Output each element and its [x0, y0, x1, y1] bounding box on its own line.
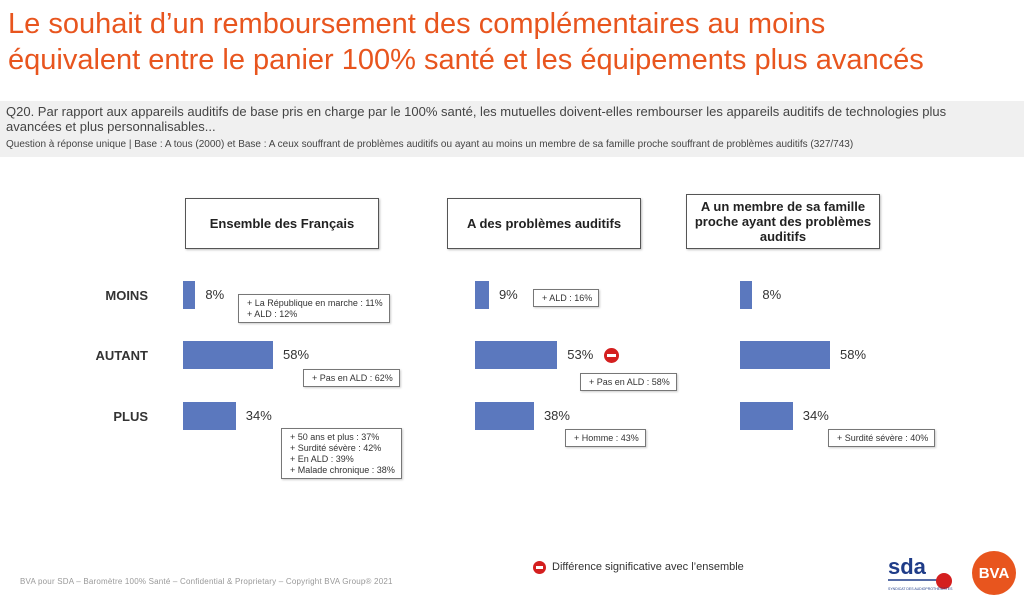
- sda-logo-text: sda: [888, 554, 927, 579]
- bar-1-moins: [183, 281, 196, 309]
- value-label-3-autant: 58%: [840, 347, 867, 362]
- row-label-autant: AUTANT: [95, 348, 148, 363]
- value-label-2-moins: 9%: [498, 287, 518, 302]
- note-box-1-moins: + La République en marche : 11% + ALD : 1…: [238, 294, 390, 323]
- sda-logo-subtitle: SYNDICAT DES AUDIOPROTHÉSISTES: [888, 586, 953, 591]
- question-text: Q20. Par rapport aux appareils auditifs …: [6, 104, 947, 134]
- row-label-plus: PLUS: [113, 409, 148, 424]
- bva-logo-text: BVA: [978, 564, 1010, 582]
- note-box-2-moins: + ALD : 16%: [533, 289, 600, 307]
- bar-1-plus: [183, 402, 236, 430]
- bar-2-plus: [475, 402, 534, 430]
- note-line: + La République en marche : 11%: [247, 298, 383, 308]
- note-line: + ALD : 12%: [247, 309, 298, 319]
- note-line: + Pas en ALD : 58%: [589, 377, 670, 387]
- title-line-1: Le souhait d’un remboursement des complé…: [8, 8, 826, 40]
- value-label-2-plus: 38%: [543, 408, 570, 423]
- note-line: + Malade chronique : 38%: [290, 465, 395, 475]
- note-line: + Surdité sévère : 42%: [290, 443, 382, 453]
- note-box-3-plus: + Surdité sévère : 40%: [828, 429, 936, 447]
- significance-legend: Différence significative avec l’ensemble: [552, 561, 744, 573]
- note-line: + En ALD : 39%: [290, 454, 354, 464]
- row-label-moins: MOINS: [105, 288, 148, 303]
- slide-title: Le souhait d’un remboursement des complé…: [8, 6, 1008, 78]
- note-line: + Surdité sévère : 40%: [837, 433, 929, 443]
- title-line-2: équivalent entre le panier 100% santé et…: [8, 44, 924, 76]
- bva-logo: BVA: [972, 551, 1016, 595]
- value-label-1-moins: 8%: [205, 287, 225, 302]
- value-label-2-autant: 53%: [567, 347, 594, 362]
- sda-logo: sda SYNDICAT DES AUDIOPROTHÉSISTES: [888, 554, 953, 591]
- question-base: Question à réponse unique | Base : A tou…: [6, 139, 854, 150]
- note-line: + 50 ans et plus : 37%: [290, 432, 380, 442]
- note-line: + ALD : 16%: [542, 293, 593, 303]
- bar-1-autant: [183, 341, 273, 369]
- value-label-3-plus: 34%: [802, 408, 829, 423]
- note-box-1-autant: + Pas en ALD : 62%: [303, 369, 400, 387]
- group-header-3: A un membre de sa famille proche ayant d…: [686, 194, 880, 249]
- note-box-2-autant: + Pas en ALD : 58%: [580, 373, 677, 391]
- note-line: + Pas en ALD : 62%: [312, 373, 393, 383]
- note-box-2-plus: + Homme : 43%: [565, 429, 646, 447]
- group-header-2: A des problèmes auditifs: [447, 198, 641, 249]
- bar-2-autant: [475, 341, 558, 369]
- significance-icon: [533, 561, 546, 574]
- bar-3-autant: [740, 341, 830, 369]
- note-line: + Homme : 43%: [574, 433, 639, 443]
- value-label-1-plus: 34%: [245, 408, 272, 423]
- note-box-1-plus: + 50 ans et plus : 37% + Surdité sévère :…: [281, 428, 402, 479]
- bar-2-moins: [475, 281, 489, 309]
- question-box: [0, 101, 1024, 157]
- footer-copyright: BVA pour SDA – Baromètre 100% Santé – Co…: [20, 577, 393, 586]
- bar-3-plus: [740, 402, 793, 430]
- group-header-1: Ensemble des Français: [185, 198, 379, 249]
- significance-marker-2-autant: [604, 348, 620, 363]
- bar-3-moins: [740, 281, 753, 309]
- value-label-1-autant: 58%: [283, 347, 310, 362]
- value-label-3-moins: 8%: [762, 287, 782, 302]
